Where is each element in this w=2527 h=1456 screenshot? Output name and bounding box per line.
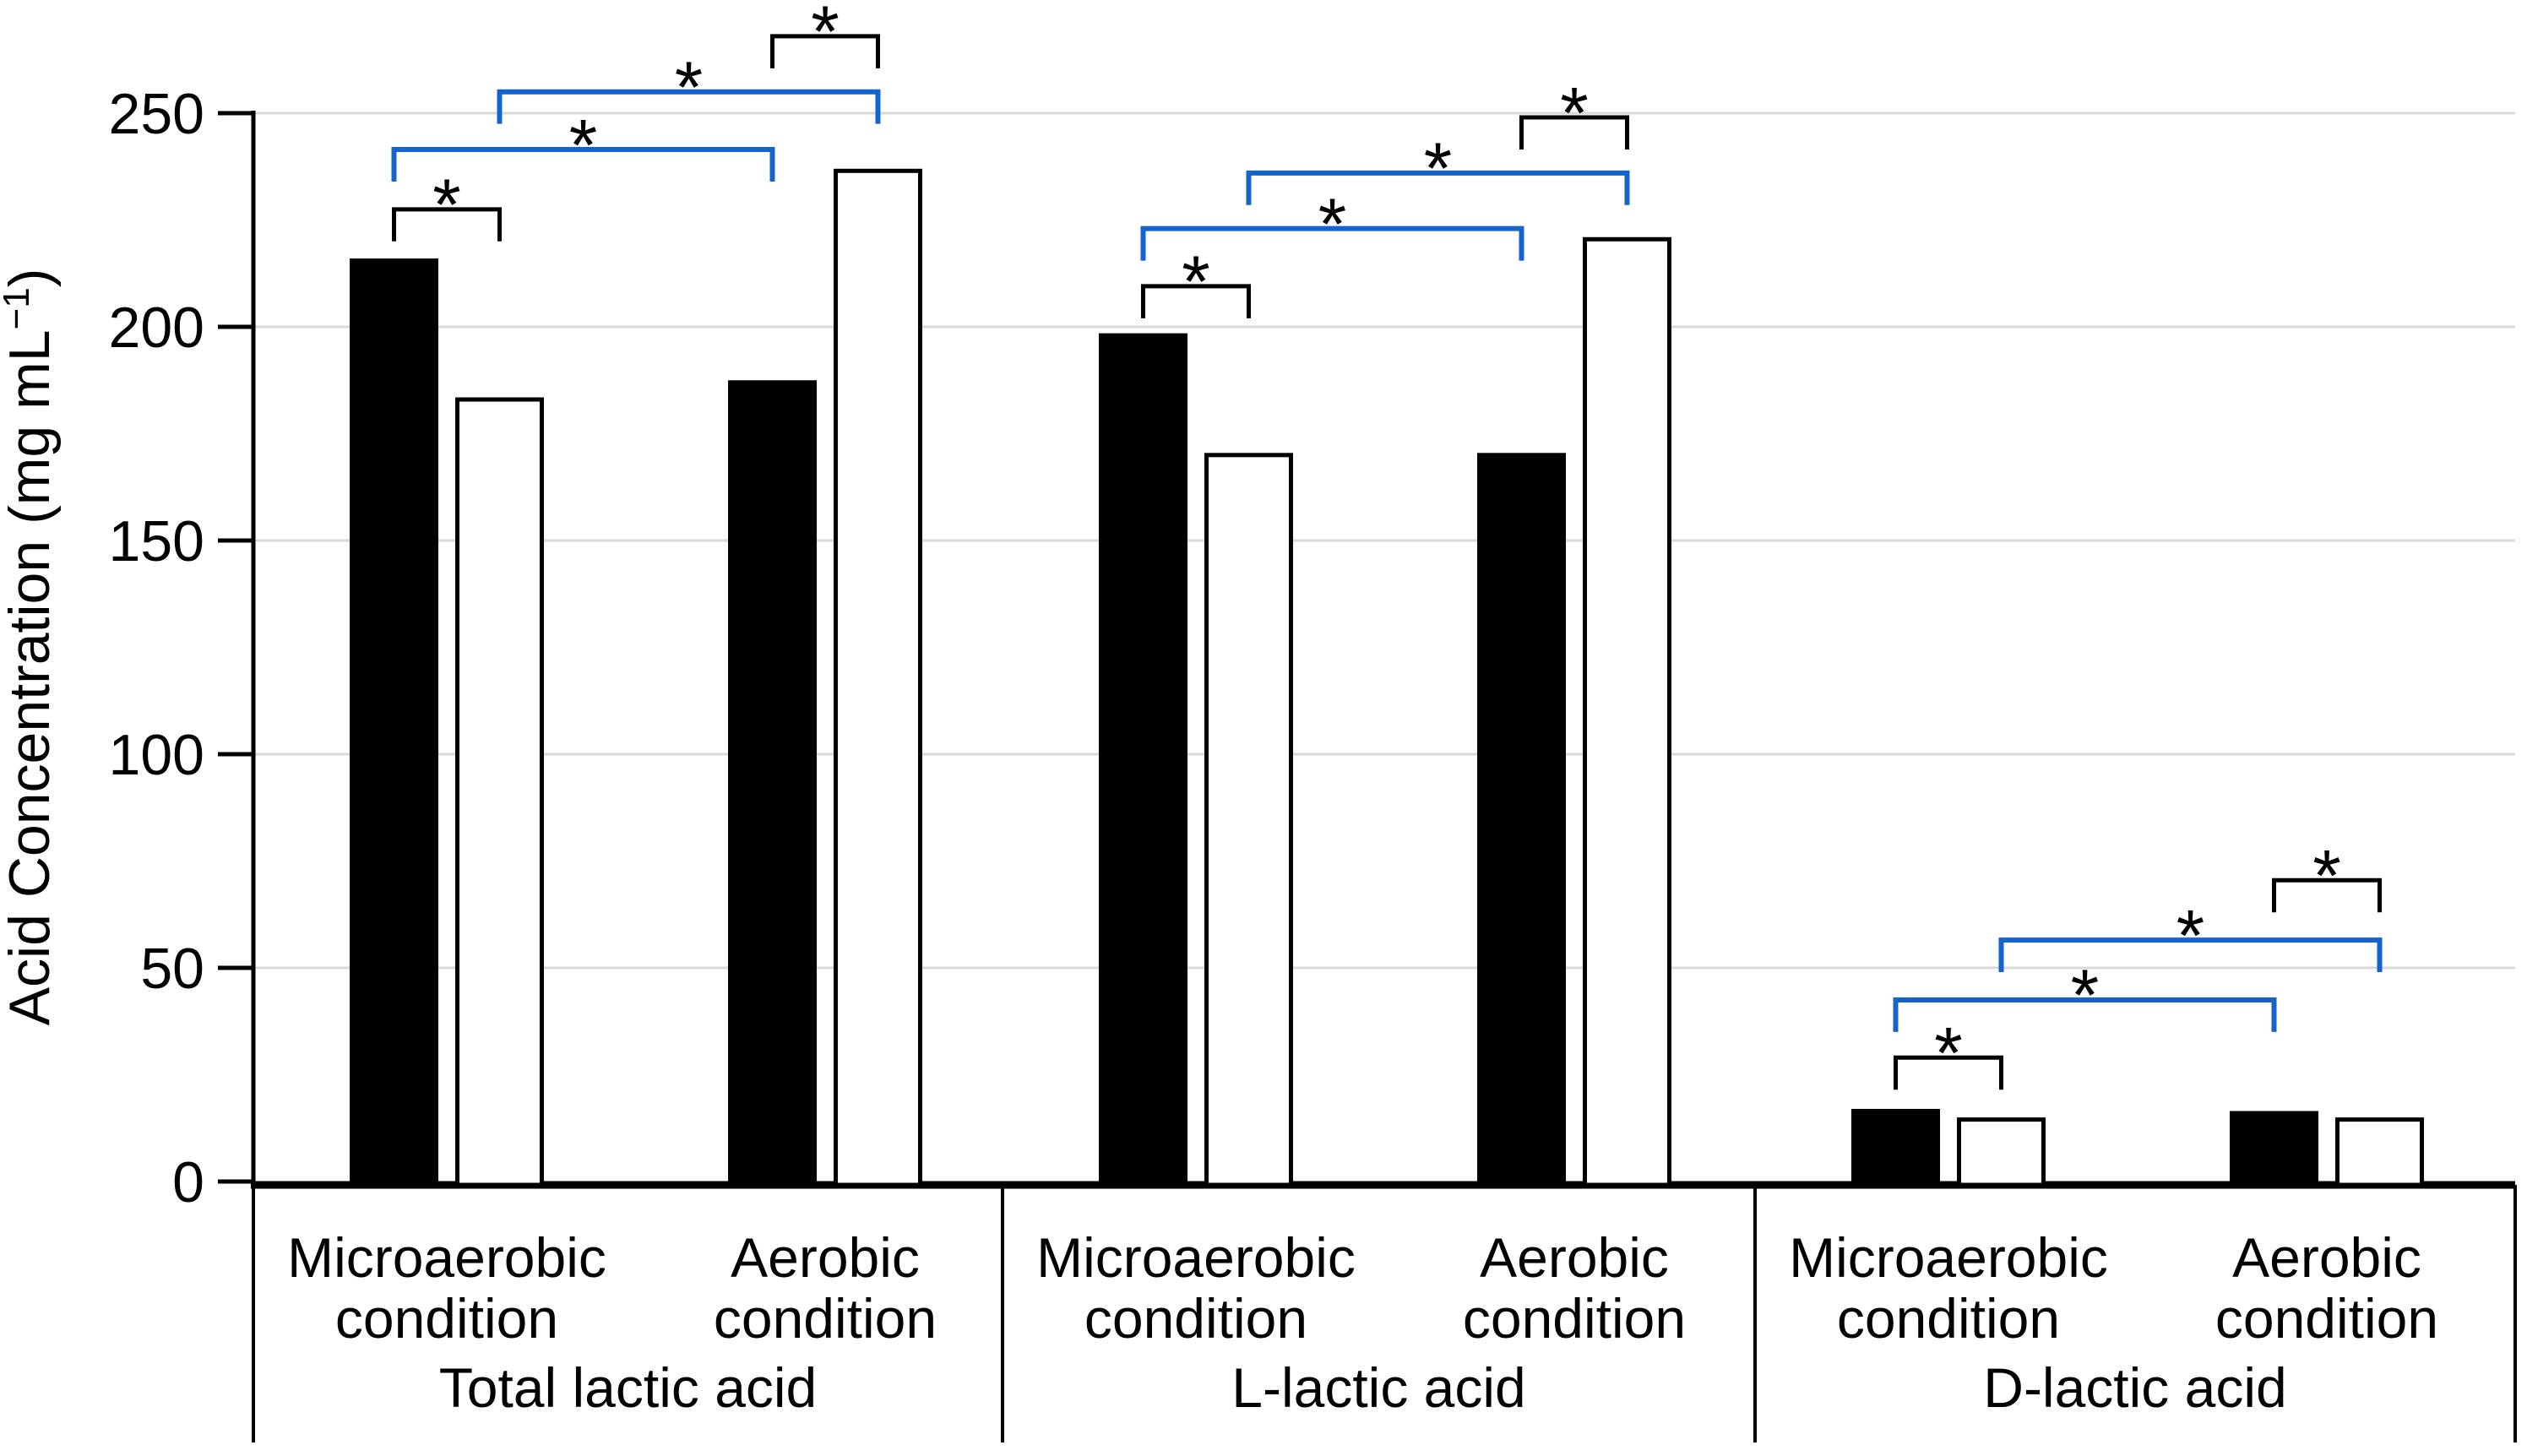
condition-label-aerobic-condition-line2: condition	[1463, 1287, 1686, 1350]
significance-bracket-blue-l-lactic-acid	[1140, 225, 1524, 261]
bar-total-lactic-acid-aerobic-condition-black	[728, 380, 817, 1187]
condition-label-aerobic-condition-line2: condition	[714, 1287, 937, 1350]
significance-star-black-d-lactic-acid: *	[2312, 836, 2340, 917]
y-tick-label: 150	[109, 509, 204, 573]
significance-star-blue-l-lactic-acid: *	[1318, 184, 1346, 265]
bar-total-lactic-acid-aerobic-condition-white	[834, 168, 922, 1187]
significance-bracket-blue-total-lactic-acid	[497, 89, 881, 124]
significance-bracket-blue-l-lactic-acid	[1246, 170, 1630, 205]
bar-l-lactic-acid-microaerobic-condition-black	[1099, 333, 1187, 1187]
condition-label-aerobic-condition-line2: condition	[2215, 1287, 2438, 1350]
condition-label-microaerobic-condition-line2: condition	[1084, 1287, 1307, 1350]
significance-star-black-d-lactic-acid: *	[1934, 1013, 1962, 1095]
significance-bracket-black-d-lactic-acid	[1894, 1055, 2003, 1090]
significance-bracket-black-d-lactic-acid	[2272, 877, 2382, 913]
significance-star-blue-d-lactic-acid: *	[2176, 895, 2204, 976]
significance-star-black-l-lactic-acid: *	[1560, 73, 1588, 154]
y-tick-label: 250	[109, 82, 204, 146]
significance-bracket-blue-total-lactic-acid	[391, 147, 775, 182]
significance-bracket-black-total-lactic-acid	[770, 34, 880, 68]
bar-l-lactic-acid-aerobic-condition-black	[1477, 453, 1566, 1187]
significance-star-black-total-lactic-acid: *	[432, 165, 460, 246]
condition-label-microaerobic-condition-line2: condition	[335, 1287, 558, 1350]
bar-l-lactic-acid-microaerobic-condition-white	[1204, 453, 1293, 1187]
significance-star-black-l-lactic-acid: *	[1182, 242, 1209, 323]
condition-label-microaerobic-condition-line2: condition	[1837, 1287, 2060, 1350]
significance-bracket-blue-d-lactic-acid	[1998, 937, 2383, 973]
condition-label-microaerobic-condition-line1: Microaerobic	[287, 1226, 606, 1289]
significance-star-blue-l-lactic-acid: *	[1424, 128, 1452, 209]
condition-label-aerobic-condition-line1: Aerobic	[2232, 1226, 2421, 1289]
bar-d-lactic-acid-microaerobic-condition-black	[1851, 1109, 1940, 1187]
significance-bracket-black-l-lactic-acid	[1519, 115, 1629, 150]
y-tick-label: 50	[140, 937, 204, 1001]
group-label-d-lactic-acid: D-lactic acid	[1983, 1356, 2286, 1419]
group-label-total-lactic-acid: Total lactic acid	[439, 1356, 818, 1419]
condition-label-aerobic-condition-line1: Aerobic	[731, 1226, 920, 1289]
significance-bracket-black-total-lactic-acid	[392, 207, 502, 242]
y-tick-label: 100	[109, 723, 204, 787]
condition-label-microaerobic-condition-line1: Microaerobic	[1789, 1226, 2108, 1289]
significance-bracket-blue-d-lactic-acid	[1893, 997, 2277, 1032]
significance-bracket-black-l-lactic-acid	[1141, 284, 1251, 318]
significance-star-blue-d-lactic-acid: *	[2071, 955, 2099, 1036]
y-tick-label: 200	[109, 296, 204, 360]
bar-total-lactic-acid-microaerobic-condition-black	[350, 258, 438, 1187]
significance-star-blue-total-lactic-acid: *	[569, 105, 597, 186]
bar-l-lactic-acid-aerobic-condition-white	[1583, 236, 1671, 1187]
group-label-l-lactic-acid: L-lactic acid	[1231, 1356, 1525, 1419]
condition-label-microaerobic-condition-line1: Microaerobic	[1036, 1226, 1356, 1289]
y-axis-title: Acid Concentration (mg mL−1)	[0, 269, 62, 1026]
bar-d-lactic-acid-aerobic-condition-white	[2335, 1117, 2424, 1187]
significance-star-blue-total-lactic-acid: *	[675, 47, 703, 128]
bar-d-lactic-acid-microaerobic-condition-white	[1957, 1117, 2046, 1187]
bar-total-lactic-acid-microaerobic-condition-white	[455, 397, 544, 1187]
y-tick-label: 0	[172, 1150, 204, 1214]
bar-d-lactic-acid-aerobic-condition-black	[2230, 1111, 2318, 1187]
significance-star-black-total-lactic-acid: *	[811, 0, 839, 73]
condition-label-aerobic-condition-line1: Aerobic	[1480, 1226, 1669, 1289]
